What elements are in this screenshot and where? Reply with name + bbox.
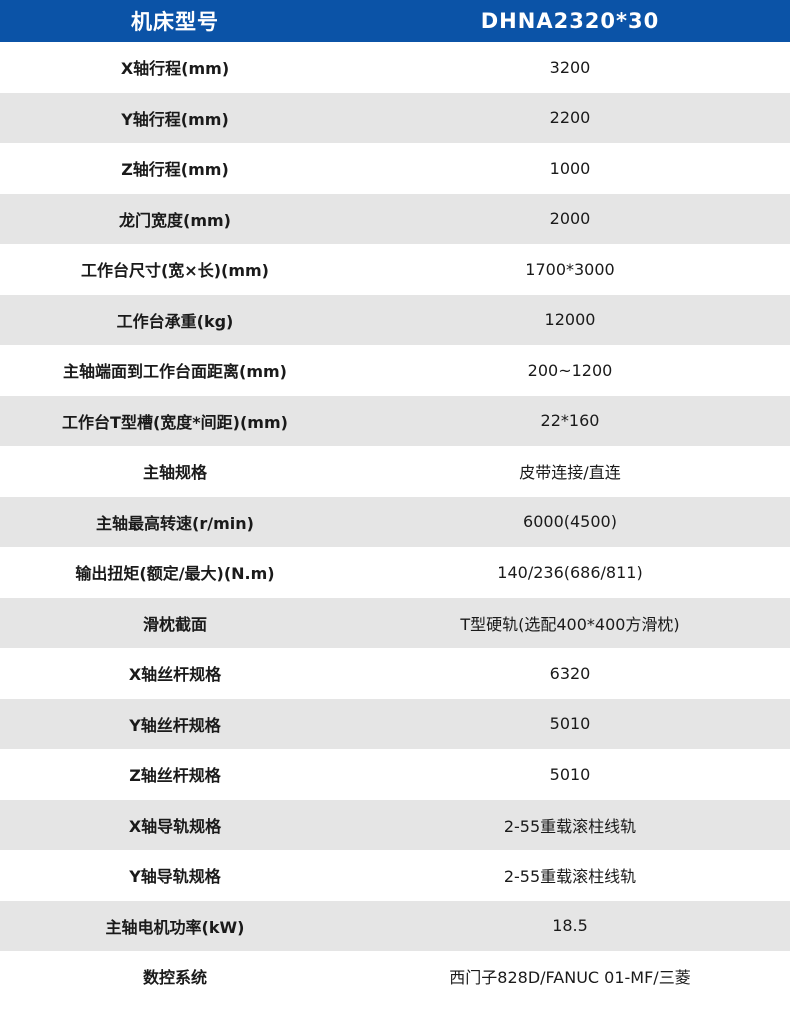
table-row: 工作台尺寸(宽×长)(mm) 1700*3000	[0, 244, 790, 295]
table-row: Y轴行程(mm) 2200	[0, 92, 790, 143]
spec-value: 12000	[350, 294, 790, 345]
spec-table-body: X轴行程(mm) 3200 Y轴行程(mm) 2200 Z轴行程(mm) 1000 龙门宽度…	[0, 42, 790, 1002]
spec-value: 18.5	[350, 900, 790, 951]
spec-value: 140/236(686/811)	[497, 562, 643, 582]
spec-label: 主轴电机功率(kW)	[0, 900, 350, 951]
table-row: X轴导轨规格 2-55重载滚柱线轨	[0, 799, 790, 850]
header-model: DHNA2320*30	[350, 0, 790, 42]
table-row: 主轴规格 皮带连接/直连	[0, 446, 790, 497]
table-row: 工作台承重(kg) 12000	[0, 294, 790, 345]
header-label: 机床型号	[0, 0, 350, 42]
table-row: 滑枕截面 T型硬轨(选配400*400方滑枕)	[0, 597, 790, 648]
spec-value: T型硬轨(选配400*400方滑枕)	[350, 597, 790, 648]
spec-label: Y轴丝杆规格	[0, 698, 350, 749]
spec-label: 主轴最高转速(r/min)	[0, 496, 350, 547]
spec-label: Z轴行程(mm)	[121, 160, 229, 180]
spec-value: 6000(4500)	[350, 496, 790, 547]
table-row: Z轴丝杆规格 5010	[0, 749, 790, 800]
spec-value: 2000	[350, 193, 790, 244]
spec-value: 6320	[549, 663, 591, 683]
spec-value: 5010	[549, 764, 591, 784]
table-row: 工作台T型槽(宽度*间距)(mm) 22*160	[0, 395, 790, 446]
spec-label: 主轴端面到工作台面距离(mm)	[63, 362, 287, 382]
spec-label: X轴丝杆规格	[128, 665, 222, 685]
spec-value: 22*160	[350, 395, 790, 446]
table-row: Z轴行程(mm) 1000	[0, 143, 790, 194]
table-row: X轴丝杆规格 6320	[0, 648, 790, 699]
spec-value: 3200	[549, 57, 591, 77]
spec-value: 2200	[350, 92, 790, 143]
spec-value: 1000	[549, 158, 591, 178]
table-row: 输出扭矩(额定/最大)(N.m) 140/236(686/811)	[0, 547, 790, 598]
spec-label: 工作台T型槽(宽度*间距)(mm)	[0, 395, 350, 446]
spec-label: Z轴丝杆规格	[129, 766, 221, 786]
spec-label: 龙门宽度(mm)	[0, 193, 350, 244]
table-row: Y轴丝杆规格 5010	[0, 698, 790, 749]
spec-label: 主轴规格	[142, 463, 207, 483]
spec-value: 5010	[350, 698, 790, 749]
spec-table-header: 机床型号 DHNA2320*30	[0, 0, 790, 42]
table-row: 龙门宽度(mm) 2000	[0, 193, 790, 244]
spec-value: 1700*3000	[525, 259, 615, 279]
spec-label: 输出扭矩(额定/最大)(N.m)	[75, 564, 275, 584]
spec-label: 滑枕截面	[0, 597, 350, 648]
spec-value: 2-55重载滚柱线轨	[350, 799, 790, 850]
table-row: Y轴导轨规格 2-55重载滚柱线轨	[0, 850, 790, 901]
spec-label: 工作台承重(kg)	[0, 294, 350, 345]
spec-value: 2-55重载滚柱线轨	[503, 867, 637, 887]
table-row: 主轴端面到工作台面距离(mm) 200~1200	[0, 345, 790, 396]
table-row: 主轴最高转速(r/min) 6000(4500)	[0, 496, 790, 547]
table-row: 主轴电机功率(kW) 18.5	[0, 900, 790, 951]
spec-label: Y轴行程(mm)	[0, 92, 350, 143]
spec-label: X轴导轨规格	[0, 799, 350, 850]
table-row: X轴行程(mm) 3200	[0, 42, 790, 93]
spec-label: 数控系统	[142, 968, 207, 988]
spec-label: Y轴导轨规格	[129, 867, 221, 887]
spec-label: 工作台尺寸(宽×长)(mm)	[80, 261, 269, 281]
spec-label: X轴行程(mm)	[120, 59, 230, 79]
spec-value: 皮带连接/直连	[519, 463, 621, 483]
table-row: 数控系统 西门子828D/FANUC 01-MF/三菱	[0, 951, 790, 1002]
spec-value: 西门子828D/FANUC 01-MF/三菱	[449, 968, 691, 988]
spec-value: 200~1200	[527, 360, 613, 380]
